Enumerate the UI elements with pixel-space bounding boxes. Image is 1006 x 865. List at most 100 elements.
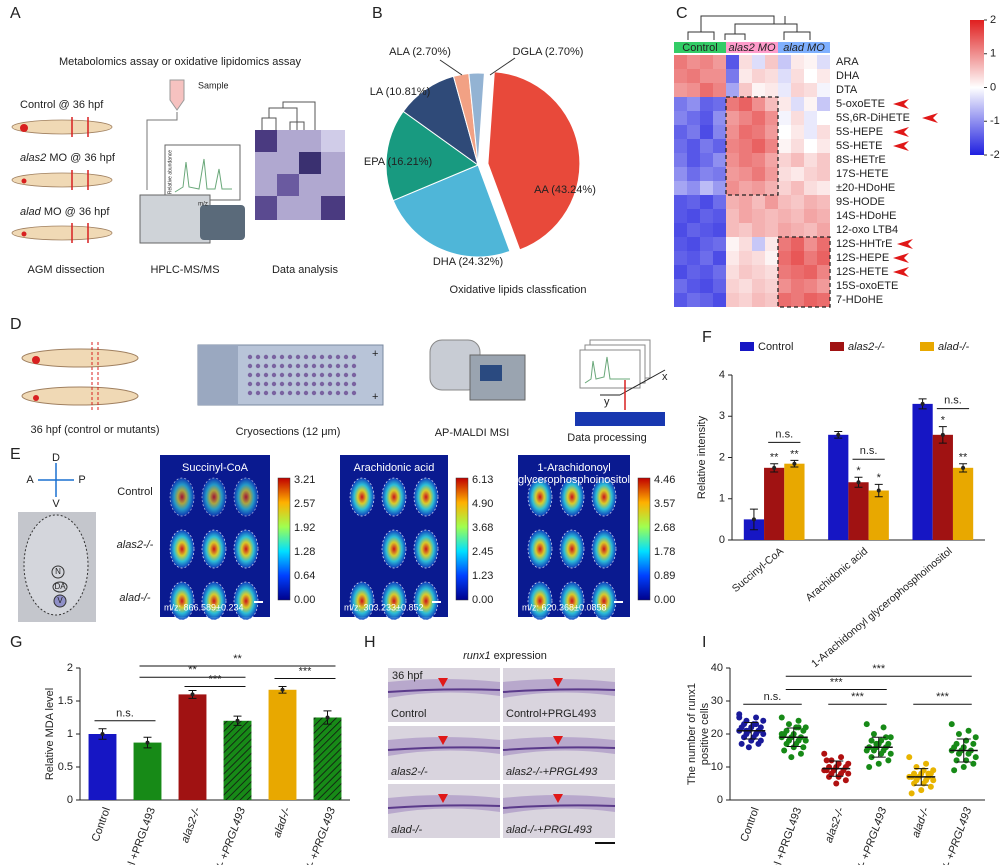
- heat-cell: [778, 69, 791, 83]
- step-label: Data processing: [567, 432, 647, 444]
- annotation: **: [233, 653, 242, 665]
- heat-cell: [791, 167, 804, 181]
- dot: [906, 754, 913, 761]
- colorbar: [455, 477, 469, 601]
- heat-cell: [726, 125, 739, 139]
- heat-cell: [765, 55, 778, 69]
- annotation: *: [856, 465, 861, 477]
- annotation: **: [188, 664, 197, 676]
- slide-dot: [303, 354, 309, 360]
- heat-cell: [674, 265, 687, 279]
- step-label: HPLC-MS/MS: [150, 264, 219, 276]
- annotation: **: [790, 448, 799, 460]
- heat-cell: [752, 195, 765, 209]
- heat-cell: [778, 55, 791, 69]
- annotation: ***: [830, 676, 844, 688]
- row-label: 7-HDoHE: [836, 294, 883, 306]
- heat-cell: [817, 251, 830, 265]
- slide-dot: [295, 363, 301, 369]
- heat-cell: [804, 139, 817, 153]
- dot: [838, 754, 845, 761]
- row-label: DTA: [836, 84, 858, 96]
- dot: [866, 764, 873, 770]
- heat-cell: [713, 251, 726, 265]
- heat-cell: [687, 111, 700, 125]
- annotation: ***: [936, 691, 950, 703]
- heat-cell: [687, 251, 700, 265]
- heat-cell: [739, 181, 752, 195]
- panel-e-art: [18, 463, 96, 622]
- panel-a-art: [11, 79, 345, 244]
- sd-bar: [744, 721, 759, 740]
- heat-cell: [804, 167, 817, 181]
- text-part: expression: [491, 650, 547, 662]
- heat-cell: [765, 181, 778, 195]
- row-label: DHA: [836, 70, 860, 82]
- slice-label: DGLA (2.70%): [513, 46, 584, 58]
- slide-dot: [335, 390, 341, 396]
- panel-letter: H: [364, 634, 376, 651]
- heat-cell: [726, 97, 739, 111]
- heat-cell: [817, 139, 830, 153]
- heat-cell: [739, 111, 752, 125]
- annotation: **: [770, 452, 779, 464]
- pie-slice: [392, 164, 511, 258]
- slide-dot: [327, 381, 333, 387]
- dendrogram: [687, 15, 811, 40]
- heat-cell: [804, 83, 817, 97]
- bar: [784, 463, 805, 540]
- x-tick-label: alas2-/-: [179, 806, 203, 845]
- slide-dot: [311, 381, 317, 387]
- x-tick-label: Arachidonic acid: [803, 545, 870, 604]
- slide-mark: +: [372, 391, 378, 403]
- slide-dot: [319, 372, 325, 378]
- dot: [970, 740, 977, 747]
- heat-cell: [687, 55, 700, 69]
- slide-dot: [311, 354, 317, 360]
- heat-cell: [674, 83, 687, 97]
- slide-dot: [271, 363, 277, 369]
- heat-cell: [804, 69, 817, 83]
- y-tick-label: 20: [711, 728, 723, 740]
- dot: [800, 744, 807, 751]
- heat-cell: [817, 153, 830, 167]
- step-label: AP-MALDI MSI: [435, 427, 510, 439]
- slide-dot: [351, 354, 357, 360]
- row-label: alad-/-: [119, 592, 151, 604]
- slide-dot: [343, 381, 349, 387]
- slide-dot: [311, 363, 317, 369]
- msi-section: [201, 581, 227, 621]
- dot: [736, 714, 743, 721]
- heat-cell: [817, 97, 830, 111]
- slide-dot: [295, 354, 301, 360]
- heat-cell: [726, 69, 739, 83]
- heat-cell: [791, 55, 804, 69]
- dot: [870, 747, 877, 754]
- colorbar-label: 0: [990, 81, 996, 93]
- heat-cell: [700, 265, 713, 279]
- panel-letter: E: [10, 446, 21, 463]
- heat-cell: [739, 223, 752, 237]
- heat-cell: [765, 153, 778, 167]
- heat-cell: [752, 251, 765, 265]
- colorbar-label: 4.90: [472, 498, 493, 510]
- bar: [88, 734, 117, 800]
- dot: [887, 734, 894, 741]
- colorbar-label: 1.78: [654, 546, 675, 558]
- step-label: Data analysis: [272, 264, 339, 276]
- point: [920, 401, 925, 406]
- heat-cell: [700, 125, 713, 139]
- dot: [753, 714, 760, 721]
- heat-cell: [817, 167, 830, 181]
- heat-cell: [817, 279, 830, 293]
- x-tick-label: alad-/-: [271, 806, 293, 840]
- heat-cell: [752, 279, 765, 293]
- heat-cell: [713, 279, 726, 293]
- dot: [781, 747, 788, 754]
- bar: [868, 490, 889, 540]
- heat-cell: [765, 125, 778, 139]
- dot: [923, 760, 930, 767]
- dot: [760, 731, 767, 737]
- slide-dot: [255, 381, 261, 387]
- row-label: 12S-HEPE: [836, 252, 889, 264]
